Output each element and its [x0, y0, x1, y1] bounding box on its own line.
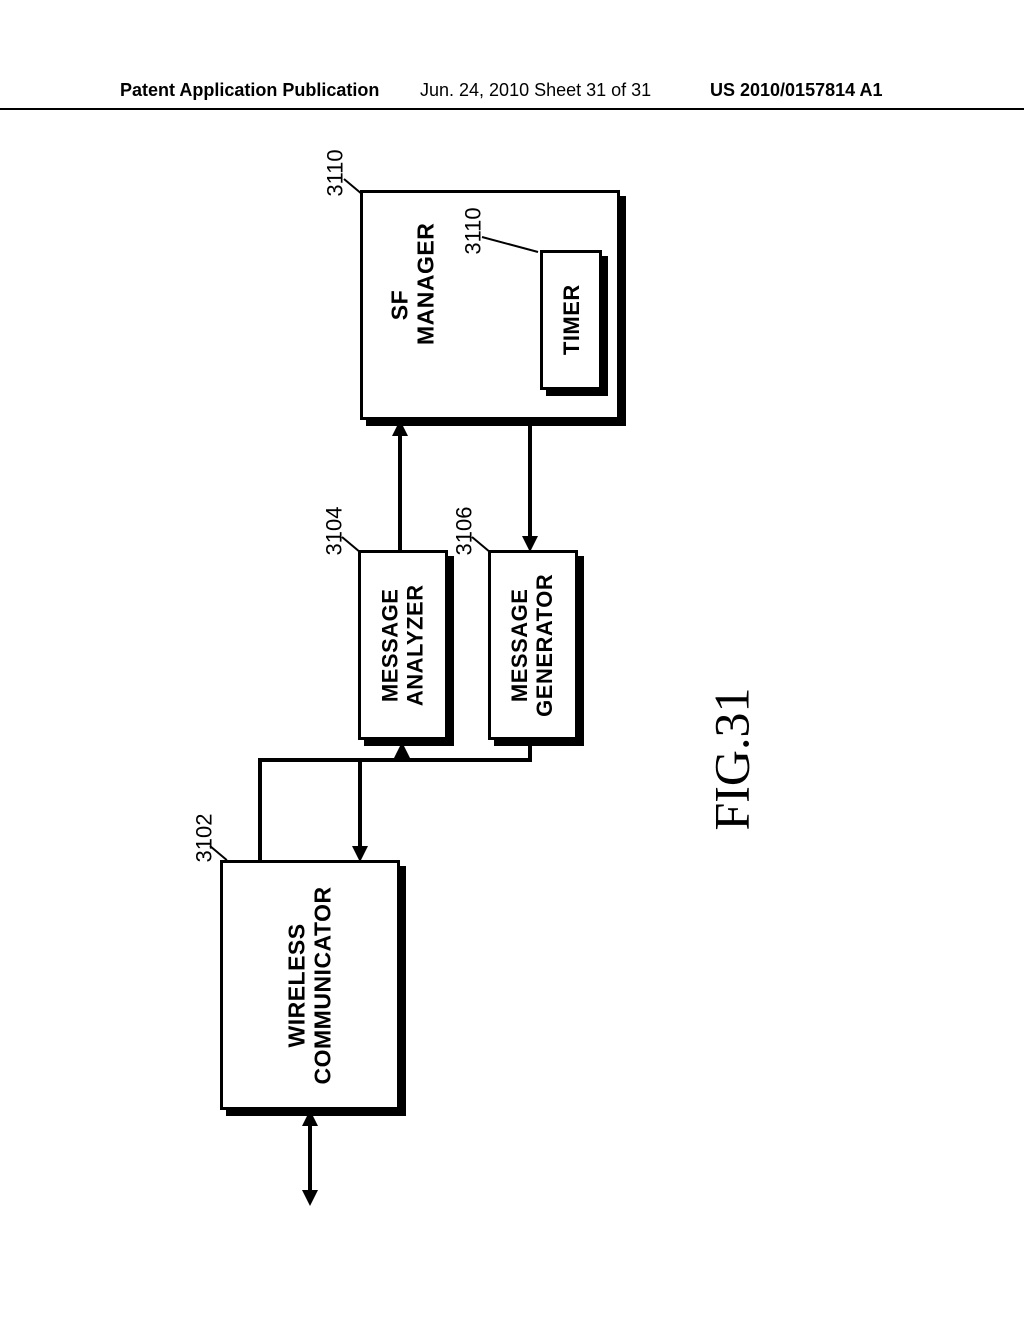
header-left: Patent Application Publication [120, 80, 379, 101]
conn-generator-wireless [358, 758, 362, 848]
conn-wireless-analyzer [258, 760, 262, 860]
ref-3104: 3104 [321, 507, 347, 556]
block-message-generator: MESSAGE GENERATOR [488, 550, 578, 740]
arrow-icon [302, 1190, 318, 1206]
conn-external [308, 1122, 312, 1192]
page-header: Patent Application Publication Jun. 24, … [0, 80, 1024, 110]
header-middle: Jun. 24, 2010 Sheet 31 of 31 [420, 80, 651, 101]
block-message-analyzer: MESSAGE ANALYZER [358, 550, 448, 740]
ref-3106: 3106 [451, 507, 477, 556]
block-label: WIRELESS COMMUNICATOR [284, 886, 337, 1084]
ref-3102: 3102 [191, 814, 217, 863]
ref-3110-inner: 3110 [461, 207, 487, 254]
page: Patent Application Publication Jun. 24, … [0, 0, 1024, 1320]
block-label: MESSAGE ANALYZER [378, 584, 429, 706]
figure-caption: FIG.31 [703, 687, 761, 830]
conn-generator-wireless [528, 740, 532, 760]
arrow-icon [394, 742, 410, 758]
block-label: SF MANAGER [387, 265, 440, 345]
conn-sfmgr-generator [528, 420, 532, 538]
conn-generator-wireless [358, 758, 532, 762]
block-wireless-communicator: WIRELESS COMMUNICATOR [220, 860, 400, 1110]
arrow-icon [352, 846, 368, 862]
ref-3110-outer: 3110 [323, 149, 349, 196]
arrow-icon [392, 420, 408, 436]
block-label: MESSAGE GENERATOR [508, 573, 559, 716]
arrow-icon [522, 536, 538, 552]
arrow-icon [302, 1110, 318, 1126]
header-right: US 2010/0157814 A1 [710, 80, 882, 101]
block-label: TIMER [558, 285, 583, 356]
block-timer: TIMER [540, 250, 602, 390]
conn-analyzer-sfmgr [398, 432, 402, 550]
